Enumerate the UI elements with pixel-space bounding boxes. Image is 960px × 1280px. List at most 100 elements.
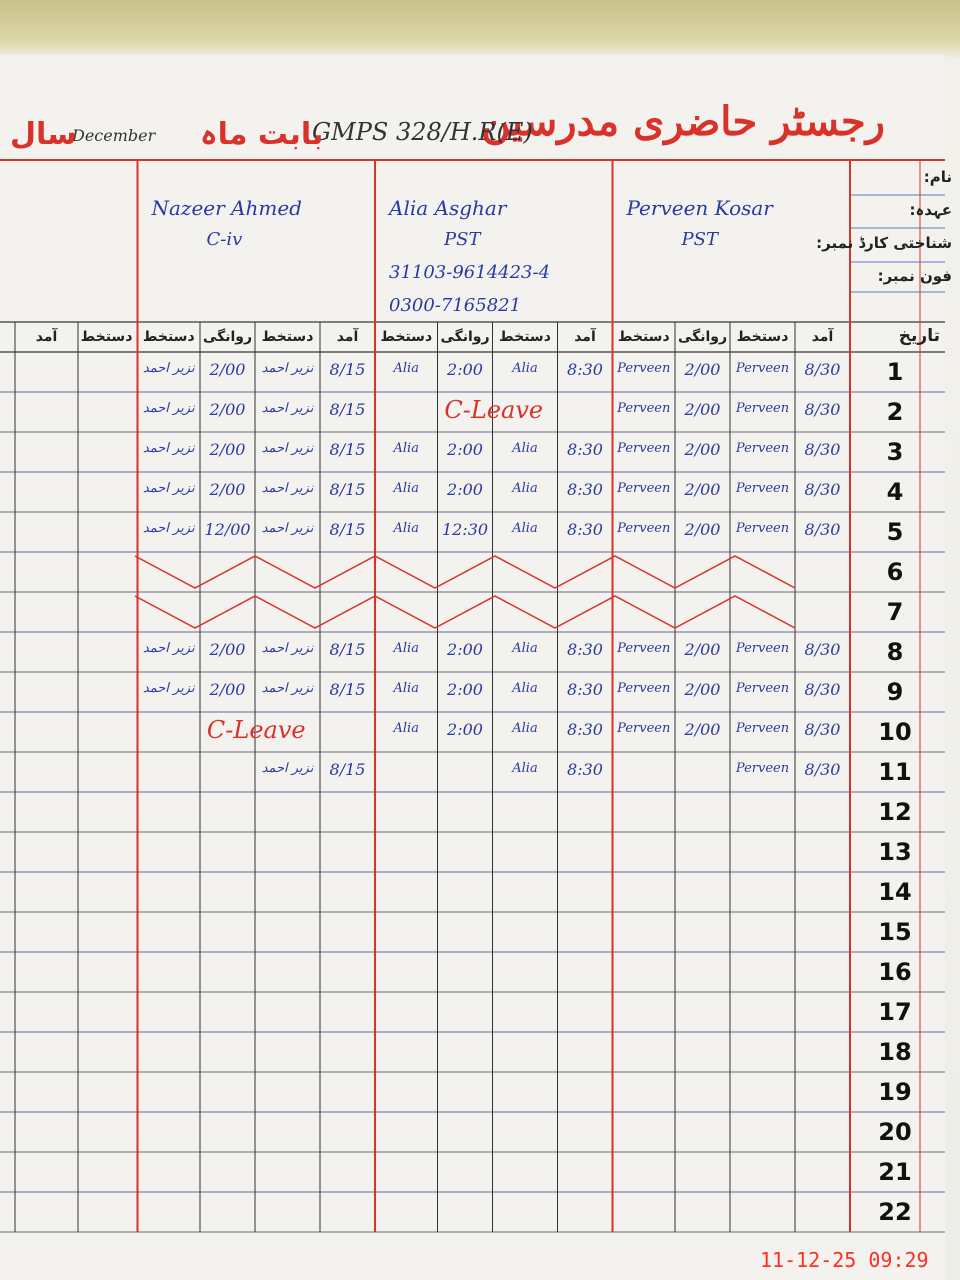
attendance-entry: Perveen — [617, 682, 671, 695]
attendance-entry: 2/00 — [209, 362, 246, 378]
column-header: روانگی — [202, 329, 253, 345]
attendance-entry: Perveen — [617, 522, 671, 535]
attendance-entry: 2/00 — [684, 442, 721, 458]
field-label: شناختی کارڈ نمبر: — [816, 234, 952, 252]
attendance-entry: نزیر احمد — [261, 682, 314, 695]
attendance-entry: Alia — [512, 722, 538, 735]
attendance-entry: 8:30 — [567, 762, 603, 778]
attendance-entry: نزیر احمد — [261, 642, 314, 655]
teacher-name: Alia Asghar — [389, 196, 507, 220]
register-title: رجسٹر حاضری مدرسین — [481, 98, 885, 145]
column-header: دستخط — [499, 329, 551, 345]
cross-mark — [134, 555, 796, 589]
teacher-name: Perveen Kosar — [626, 196, 773, 220]
column-header: روانگی — [677, 329, 728, 345]
attendance-entry: Perveen — [735, 482, 790, 495]
attendance-entry: Perveen — [735, 362, 790, 375]
attendance-entry: نزیر احمد — [261, 402, 314, 415]
attendance-entry: 8:30 — [567, 722, 603, 738]
teacher-name: Nazeer Ahmed — [151, 196, 302, 220]
attendance-entry: 2/00 — [684, 642, 721, 658]
attendance-entry: Perveen — [617, 642, 671, 655]
school-name: GMPS 328/H.R(E) — [312, 118, 533, 146]
attendance-entry: نزیر احمد — [142, 682, 195, 695]
teacher-designation: C-iv — [206, 229, 243, 250]
attendance-entry: 2:00 — [447, 722, 483, 738]
cross-mark — [134, 595, 796, 629]
day-number: 18 — [878, 1038, 912, 1066]
attendance-entry: Alia — [512, 362, 538, 375]
teacher-designation: PST — [681, 229, 718, 250]
day-number: 2 — [886, 398, 904, 426]
field-label: نام: — [923, 168, 952, 186]
day-number: 12 — [878, 798, 912, 826]
day-number: 15 — [878, 918, 912, 946]
attendance-entry: 2/00 — [684, 522, 721, 538]
column-header: آمد — [336, 329, 359, 345]
attendance-entry: 2/00 — [209, 482, 246, 498]
attendance-entry: Perveen — [617, 362, 671, 375]
attendance-entry: 8/30 — [804, 722, 841, 738]
day-number: 4 — [886, 478, 904, 506]
attendance-entry: Alia — [512, 522, 538, 535]
photo-timestamp: 11-12-25 09:29 — [760, 1248, 929, 1272]
attendance-entry: 12:30 — [441, 522, 489, 538]
attendance-entry: 2:00 — [447, 482, 483, 498]
attendance-entry: Perveen — [735, 402, 790, 415]
attendance-entry: 8/30 — [804, 762, 841, 778]
attendance-entry: Alia — [393, 362, 419, 375]
attendance-entry: 2/00 — [684, 402, 721, 418]
attendance-entry: 2:00 — [447, 642, 483, 658]
ruled-lines — [0, 159, 945, 1233]
day-number: 21 — [878, 1158, 912, 1186]
attendance-entry: Alia — [393, 682, 419, 695]
attendance-entry: Alia — [512, 442, 538, 455]
attendance-entry: Perveen — [617, 722, 671, 735]
column-header: دستخط — [617, 329, 670, 345]
attendance-entry: Perveen — [617, 482, 671, 495]
attendance-entry: 2/00 — [684, 722, 721, 738]
attendance-entry: Perveen — [735, 442, 790, 455]
column-header: آمد — [811, 329, 834, 345]
attendance-entry: 2/00 — [209, 442, 246, 458]
attendance-entry: نزیر احمد — [142, 642, 195, 655]
attendance-entry: 8/15 — [329, 402, 366, 418]
attendance-entry: 8/15 — [329, 762, 366, 778]
field-label: فون نمبر: — [877, 267, 952, 285]
leave-mark: C-Leave — [444, 396, 544, 424]
attendance-entry: 8:30 — [567, 682, 603, 698]
attendance-entry: 2/00 — [684, 682, 721, 698]
attendance-entry: نزیر احمد — [142, 362, 195, 375]
attendance-entry: Perveen — [617, 402, 671, 415]
attendance-entry: 8/15 — [329, 642, 366, 658]
attendance-entry: نزیر احمد — [261, 762, 314, 775]
attendance-entry: 8/30 — [804, 362, 841, 378]
day-number: 9 — [886, 678, 904, 706]
attendance-entry: 2/00 — [684, 362, 721, 378]
teacher-cnic: 31103-9614423-4 — [389, 262, 551, 283]
day-number: 13 — [878, 838, 912, 866]
attendance-entry: Alia — [512, 642, 538, 655]
day-number: 22 — [878, 1198, 912, 1226]
attendance-entry: 8:30 — [567, 522, 603, 538]
day-number: 14 — [878, 878, 912, 906]
year-label: سال — [10, 117, 77, 152]
attendance-entry: 2/00 — [684, 482, 721, 498]
attendance-entry: نزیر احمد — [261, 522, 314, 535]
day-number: 17 — [878, 998, 912, 1026]
attendance-entry: 8/30 — [804, 522, 841, 538]
day-number: 3 — [886, 438, 904, 466]
attendance-entry: Alia — [393, 482, 419, 495]
attendance-entry: Alia — [512, 482, 538, 495]
attendance-entry: 8/30 — [804, 482, 841, 498]
attendance-entry: 8/15 — [329, 522, 366, 538]
attendance-entry: Alia — [393, 722, 419, 735]
attendance-entry: 2/00 — [209, 642, 246, 658]
attendance-entry: 8/30 — [804, 442, 841, 458]
attendance-entry: 8:30 — [567, 442, 603, 458]
day-number: 16 — [878, 958, 912, 986]
day-number: 6 — [886, 558, 904, 586]
attendance-entry: 8:30 — [567, 482, 603, 498]
attendance-entry: 8/15 — [329, 682, 366, 698]
